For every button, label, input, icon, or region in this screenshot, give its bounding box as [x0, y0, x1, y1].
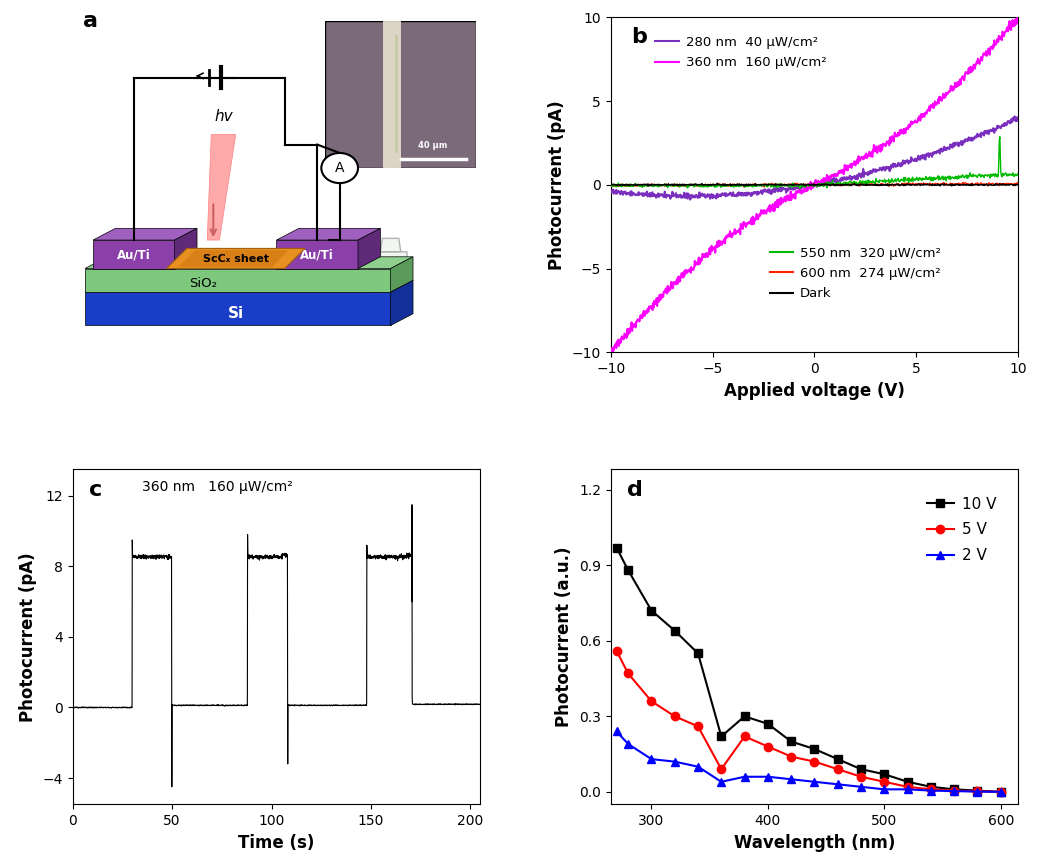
Line: 2 V: 2 V — [612, 727, 1005, 796]
Y-axis label: Photocurrent (a.u.): Photocurrent (a.u.) — [556, 547, 574, 727]
10 V — [784, 736, 797, 746]
Y-axis label: Photocurrent (pA): Photocurrent (pA) — [549, 100, 566, 270]
10 V — [645, 606, 658, 616]
2 V — [948, 786, 960, 797]
5 V — [994, 786, 1007, 797]
Polygon shape — [207, 135, 236, 240]
Y-axis label: Photocurrent (pA): Photocurrent (pA) — [19, 552, 37, 721]
2 V — [645, 754, 658, 765]
Text: 360 nm   160 μW/cm²: 360 nm 160 μW/cm² — [142, 479, 293, 494]
Polygon shape — [179, 250, 289, 266]
5 V — [948, 785, 960, 796]
10 V — [994, 786, 1007, 797]
Polygon shape — [391, 257, 414, 292]
10 V — [715, 731, 727, 741]
Polygon shape — [94, 228, 197, 240]
10 V — [622, 565, 635, 575]
Polygon shape — [391, 280, 414, 325]
Text: Si: Si — [228, 306, 244, 321]
Text: hv: hv — [214, 110, 233, 125]
2 V — [831, 779, 844, 790]
2 V — [622, 739, 635, 749]
10 V — [902, 777, 914, 787]
Polygon shape — [85, 280, 414, 292]
10 V — [948, 785, 960, 795]
5 V — [715, 764, 727, 774]
2 V — [715, 777, 727, 787]
Line: 5 V: 5 V — [612, 647, 1005, 796]
10 V — [762, 719, 774, 729]
2 V — [784, 774, 797, 785]
10 V — [971, 785, 984, 796]
Polygon shape — [276, 240, 358, 268]
Polygon shape — [373, 268, 407, 315]
Text: SiO₂: SiO₂ — [189, 277, 217, 290]
Polygon shape — [276, 228, 380, 240]
5 V — [925, 785, 937, 795]
Text: a: a — [83, 11, 98, 31]
X-axis label: Time (s): Time (s) — [238, 834, 315, 852]
5 V — [855, 772, 868, 782]
10 V — [808, 744, 821, 754]
Polygon shape — [372, 252, 409, 316]
10 V — [610, 542, 622, 553]
Polygon shape — [166, 248, 305, 268]
Text: b: b — [631, 28, 647, 48]
5 V — [762, 741, 774, 752]
2 V — [692, 761, 704, 772]
Polygon shape — [85, 257, 414, 268]
X-axis label: Wavelength (nm): Wavelength (nm) — [734, 834, 896, 852]
5 V — [610, 645, 622, 656]
5 V — [971, 786, 984, 797]
Legend: 550 nm  320 μW/cm², 600 nm  274 μW/cm², Dark: 550 nm 320 μW/cm², 600 nm 274 μW/cm², Da… — [765, 241, 947, 305]
10 V — [668, 625, 681, 636]
5 V — [739, 731, 751, 741]
Line: 10 V: 10 V — [612, 543, 1005, 796]
2 V — [808, 777, 821, 787]
2 V — [994, 786, 1007, 797]
5 V — [902, 782, 914, 792]
Circle shape — [321, 153, 358, 183]
Text: c: c — [89, 479, 102, 500]
2 V — [855, 782, 868, 792]
2 V — [878, 785, 890, 795]
Text: ScCₓ sheet: ScCₓ sheet — [203, 254, 269, 264]
Polygon shape — [85, 268, 391, 292]
5 V — [692, 721, 704, 732]
2 V — [902, 785, 914, 795]
Polygon shape — [380, 239, 401, 252]
Polygon shape — [358, 228, 380, 268]
10 V — [878, 769, 890, 779]
10 V — [692, 648, 704, 658]
Polygon shape — [85, 292, 391, 325]
5 V — [808, 757, 821, 767]
2 V — [762, 772, 774, 782]
Polygon shape — [175, 228, 197, 268]
5 V — [831, 764, 844, 774]
5 V — [878, 777, 890, 787]
Text: Au/Ti: Au/Ti — [117, 248, 151, 261]
2 V — [971, 786, 984, 797]
X-axis label: Applied voltage (V): Applied voltage (V) — [724, 381, 905, 400]
5 V — [645, 696, 658, 707]
5 V — [668, 711, 681, 721]
5 V — [622, 669, 635, 679]
Polygon shape — [94, 240, 175, 268]
Text: A: A — [335, 161, 344, 175]
Legend: 10 V, 5 V, 2 V: 10 V, 5 V, 2 V — [921, 490, 1003, 569]
10 V — [855, 764, 868, 774]
2 V — [668, 757, 681, 767]
10 V — [925, 782, 937, 792]
Text: d: d — [627, 479, 643, 500]
2 V — [610, 727, 622, 737]
2 V — [739, 772, 751, 782]
5 V — [784, 752, 797, 762]
10 V — [739, 711, 751, 721]
Text: Au/Ti: Au/Ti — [300, 248, 335, 261]
10 V — [831, 754, 844, 765]
2 V — [925, 785, 937, 796]
